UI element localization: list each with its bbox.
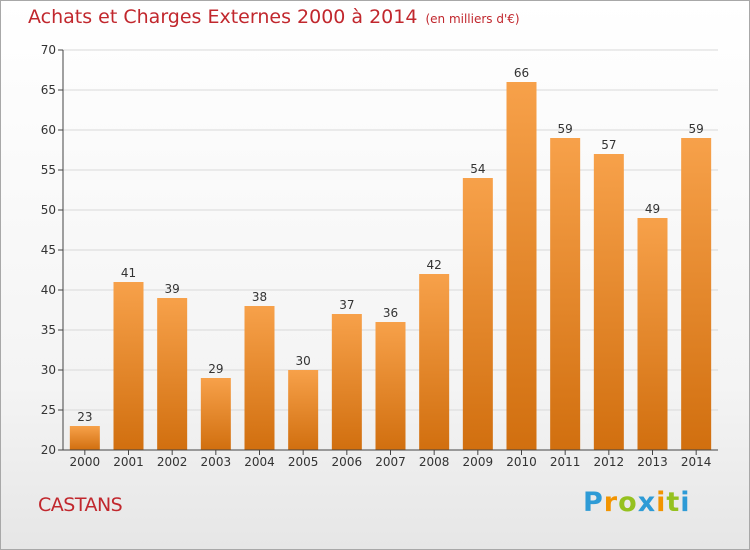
chart-unit: (en milliers d'€) <box>425 12 520 26</box>
x-tick-label: 2006 <box>332 455 363 469</box>
x-tick-label: 2004 <box>244 455 275 469</box>
x-tick-label: 2007 <box>375 455 406 469</box>
x-tick-label: 2011 <box>550 455 581 469</box>
y-tick-label: 45 <box>41 243 56 257</box>
bar <box>375 322 406 450</box>
bar <box>288 370 319 450</box>
bar-value-label: 59 <box>558 122 573 136</box>
y-tick-label: 50 <box>41 203 56 217</box>
bar <box>681 138 712 450</box>
y-tick-label: 25 <box>41 403 56 417</box>
axes <box>58 49 718 455</box>
bar-value-label: 42 <box>427 258 442 272</box>
y-tick-label: 40 <box>41 283 56 297</box>
bar <box>69 426 100 450</box>
bar-value-label: 39 <box>165 282 180 296</box>
x-tick-label: 2012 <box>594 455 625 469</box>
y-tick-label: 35 <box>41 323 56 337</box>
x-tick-label: 2013 <box>637 455 668 469</box>
bar-value-label: 41 <box>121 266 136 280</box>
labels: 20 25 30 35 40 45 50 55 60 65 70 23 2000 41 2001 39 2002… <box>41 43 712 469</box>
bar <box>506 82 537 450</box>
x-tick-label: 2002 <box>157 455 188 469</box>
x-tick-label: 2001 <box>113 455 144 469</box>
bar <box>419 274 450 450</box>
commune-name: CASTANS <box>38 494 123 516</box>
x-tick-label: 2009 <box>463 455 494 469</box>
bar-value-label: 37 <box>339 298 354 312</box>
bar <box>244 306 275 450</box>
y-tick-label: 30 <box>41 363 56 377</box>
bar <box>593 154 624 450</box>
proxiti-logo: Proxiti <box>583 487 691 518</box>
bar-value-label: 54 <box>470 162 485 176</box>
bar-value-label: 30 <box>296 354 311 368</box>
bar-value-label: 38 <box>252 290 267 304</box>
chart-title: Achats et Charges Externes 2000 à 2014 <box>28 6 418 28</box>
bar <box>200 378 231 450</box>
bar <box>331 314 362 450</box>
y-tick-label: 55 <box>41 163 56 177</box>
bar-value-label: 23 <box>77 410 92 424</box>
bar <box>157 298 188 450</box>
bar <box>462 178 493 450</box>
x-tick-label: 2014 <box>681 455 712 469</box>
bar-value-label: 49 <box>645 202 660 216</box>
x-tick-label: 2003 <box>201 455 232 469</box>
chart-title-block: Achats et Charges Externes 2000 à 2014 (e… <box>28 6 520 28</box>
bar <box>637 218 668 450</box>
bar-value-label: 59 <box>689 122 704 136</box>
bar <box>550 138 581 450</box>
y-tick-label: 65 <box>41 83 56 97</box>
bar <box>113 282 144 450</box>
bar-value-label: 66 <box>514 66 529 80</box>
y-tick-label: 20 <box>41 443 56 457</box>
x-tick-label: 2005 <box>288 455 319 469</box>
bars <box>69 82 712 450</box>
x-tick-label: 2000 <box>70 455 101 469</box>
y-tick-label: 70 <box>41 43 56 57</box>
bar-value-label: 29 <box>208 362 223 376</box>
bar-value-label: 36 <box>383 306 398 320</box>
y-tick-label: 60 <box>41 123 56 137</box>
x-tick-label: 2008 <box>419 455 450 469</box>
x-tick-label: 2010 <box>506 455 537 469</box>
bar-value-label: 57 <box>601 138 616 152</box>
